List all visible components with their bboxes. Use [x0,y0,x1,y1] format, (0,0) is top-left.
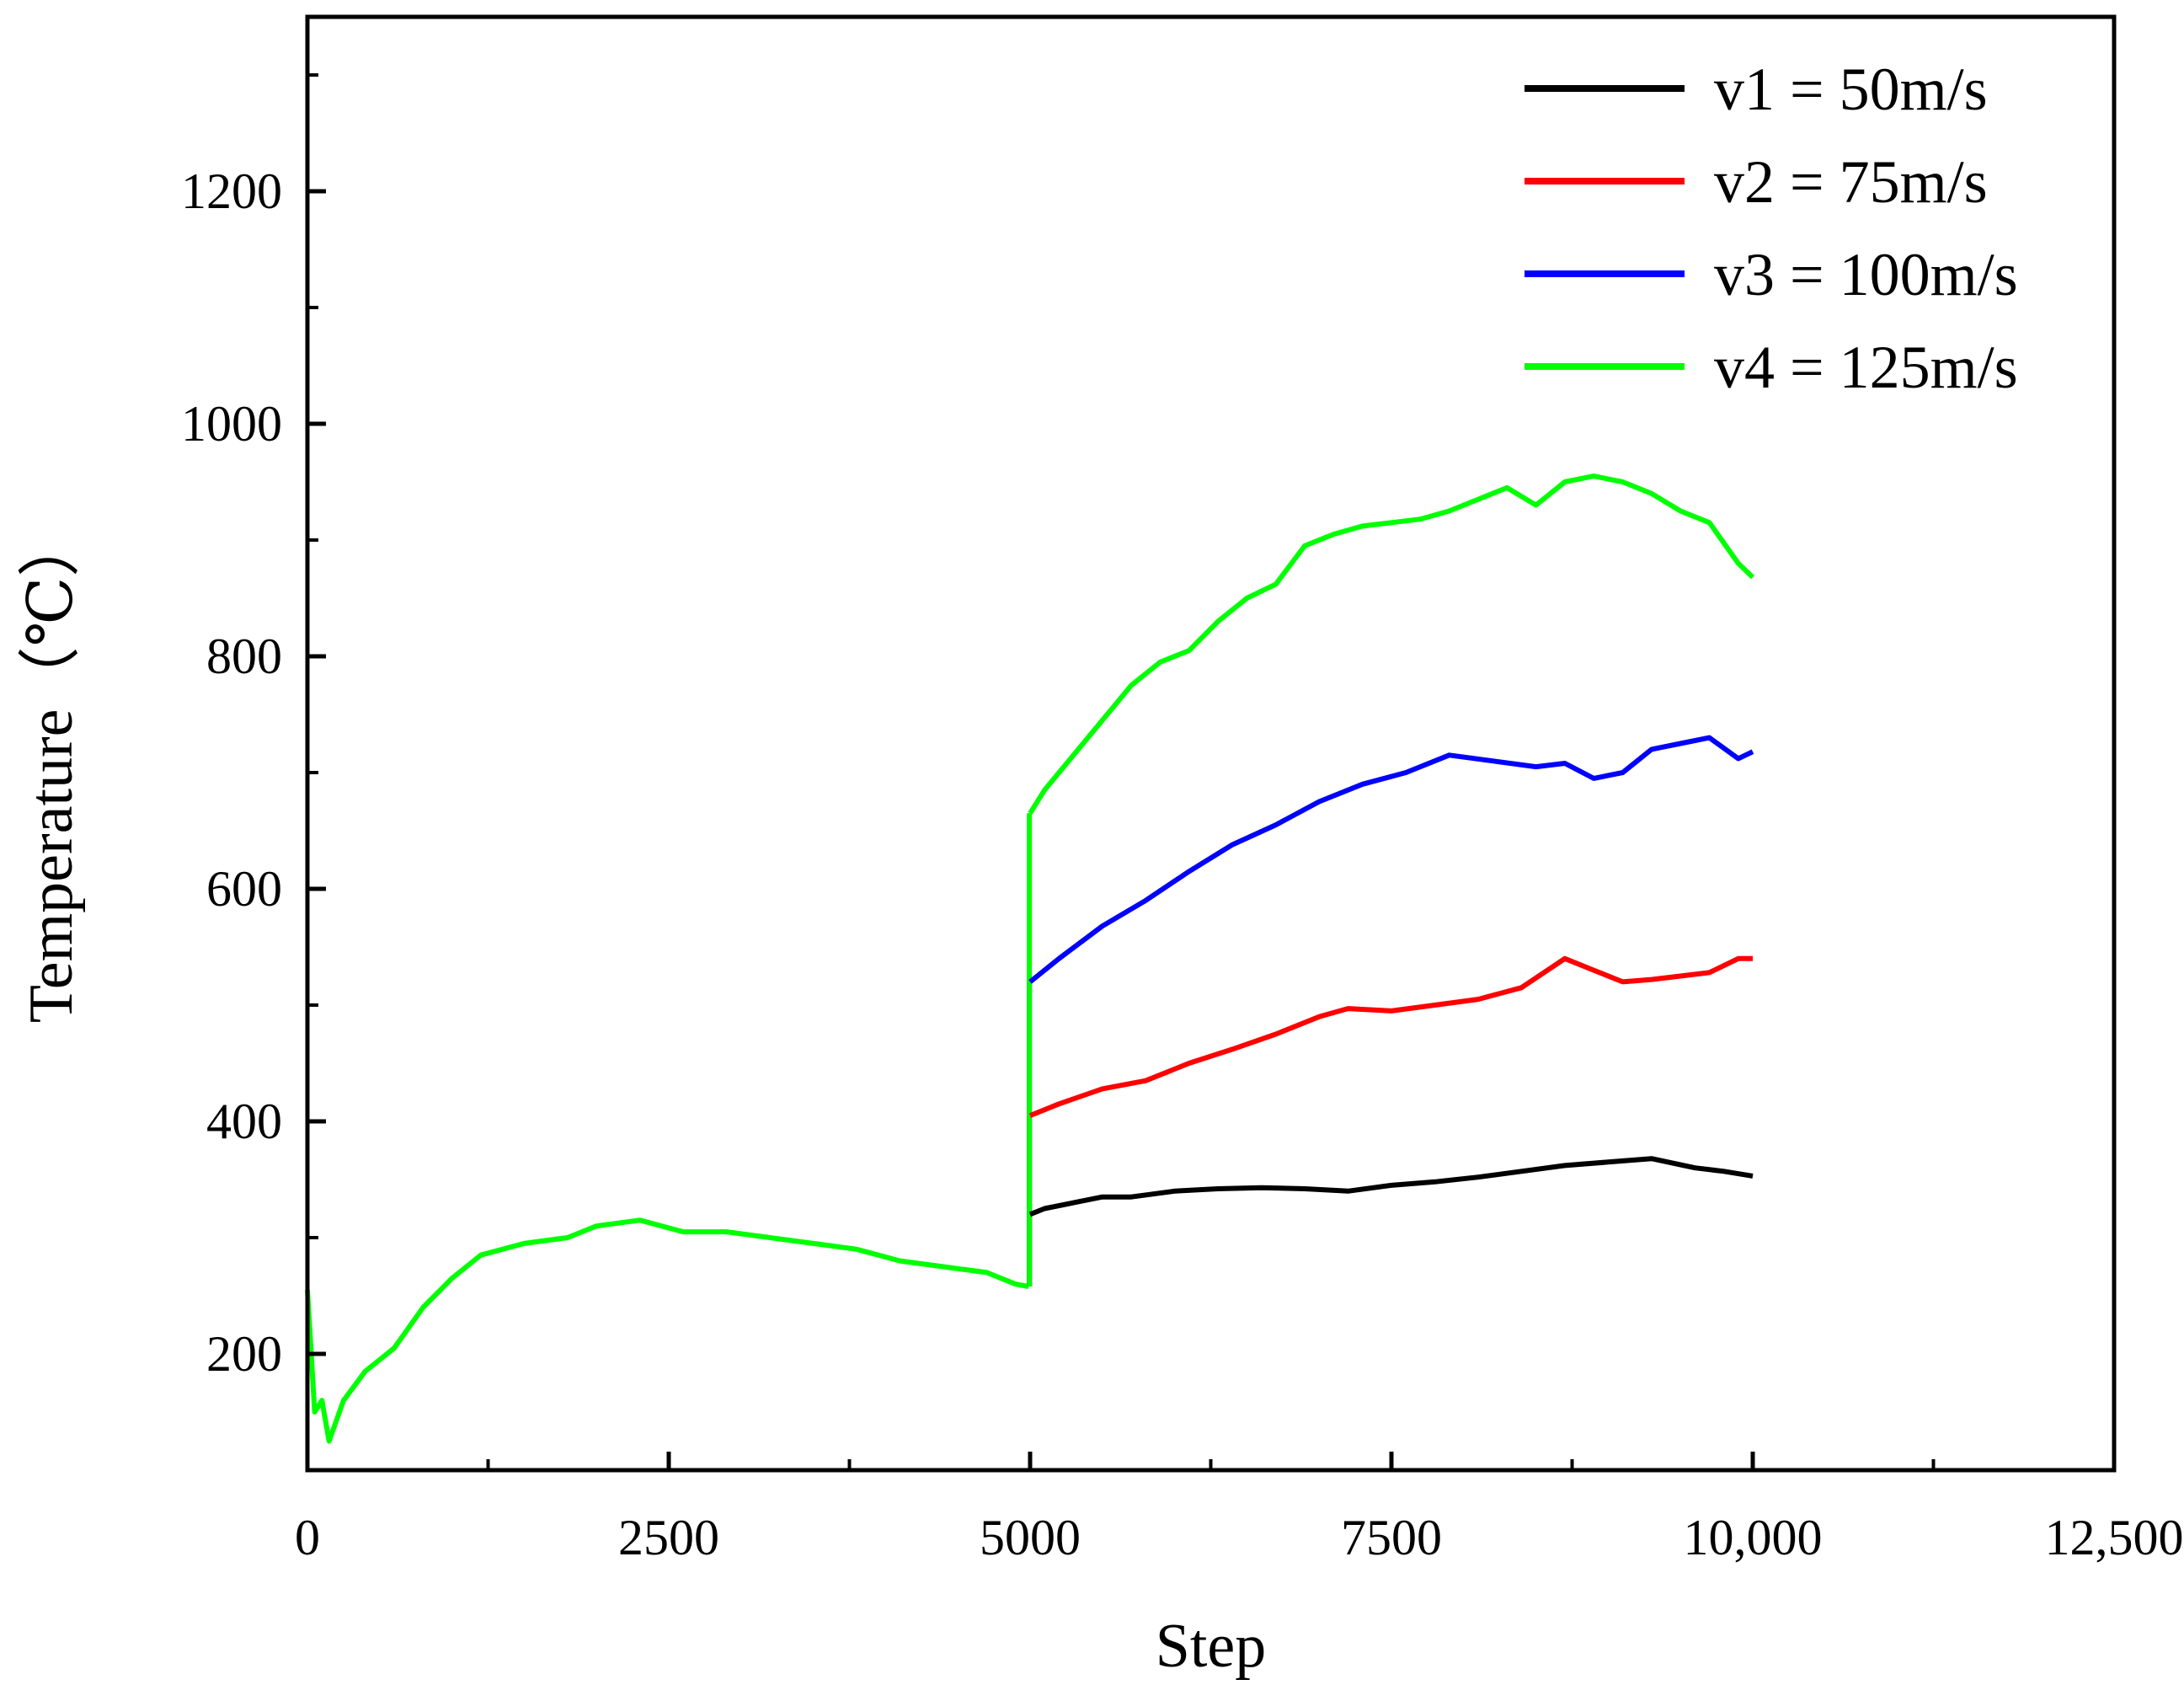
x-tick-label: 5000 [980,1510,1081,1565]
legend: v1 = 50m/s v2 = 75m/s v3 = 100m/s v4 = 125m… [1525,56,2018,401]
series-line-3 [1028,735,1754,984]
x-tick-label: 10,000 [1684,1510,1823,1565]
legend-label-1: v1 = 50m/s [1714,56,1988,123]
y-tick-label: 1200 [181,163,282,219]
legend-label-3: v3 = 100m/s [1714,241,2018,308]
series-line-2 [1028,955,1753,1118]
x-axis-title: Step [1156,1612,1267,1681]
y-tick-label: 600 [206,861,282,917]
y-tick-label: 800 [206,629,282,684]
x-tick-label: 7500 [1341,1510,1442,1565]
x-tick-label: 0 [295,1510,320,1565]
legend-label-2: v2 = 75m/s [1714,148,1988,216]
plot-lines [305,473,1755,1444]
series-line-4 [1028,473,1755,815]
x-tick-label: 2500 [618,1510,719,1565]
y-axis-ticks: 200 400 600 800 1000 1200 [181,73,326,1472]
x-tick-label: 12,500 [2045,1510,2184,1565]
y-tick-label: 400 [206,1094,282,1149]
y-tick-label: 1000 [181,396,282,452]
series-line-shared [305,1217,1029,1444]
series-line-1 [1028,1156,1754,1217]
x-axis-ticks: 0 2500 5000 7500 10,000 12,500 [295,1452,2184,1565]
legend-label-4: v4 = 125m/s [1714,334,2018,401]
y-tick-label: 200 [206,1326,282,1382]
y-axis-title: Temperature（℃） [17,515,86,1024]
